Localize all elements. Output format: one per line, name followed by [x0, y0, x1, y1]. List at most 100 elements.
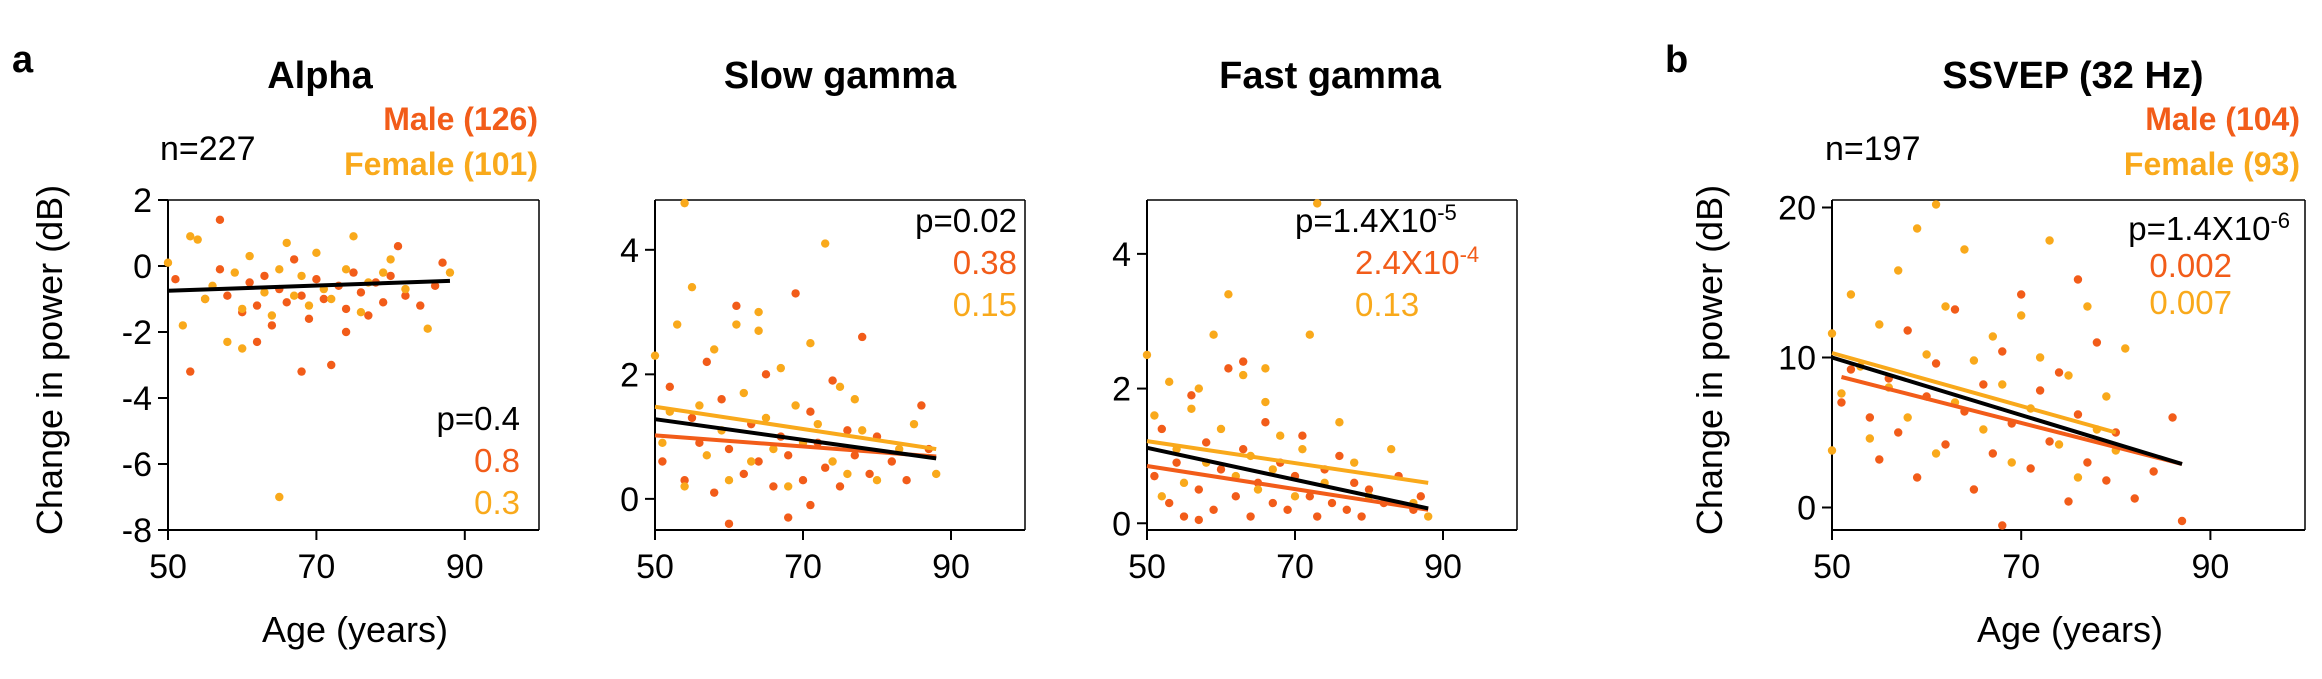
data-point-male: [401, 291, 410, 300]
data-point-female: [445, 268, 455, 277]
data-point-female: [2054, 440, 2064, 449]
data-point-female: [327, 294, 336, 304]
data-point-female: [872, 475, 882, 485]
y-tick-label: 0: [1797, 490, 1816, 528]
data-point-male: [2073, 275, 2083, 284]
data-point-female: [267, 311, 277, 320]
data-point-male: [1216, 465, 1226, 474]
data-point-male: [917, 401, 926, 410]
data-point-female: [850, 395, 859, 404]
x-tick-label: 50: [636, 548, 674, 586]
data-point-male: [1239, 357, 1248, 366]
data-point-male: [2083, 458, 2092, 467]
y-tick-label: 0: [1112, 505, 1131, 543]
data-point-male: [215, 265, 225, 274]
data-point-male: [223, 291, 232, 300]
data-point-male: [260, 271, 269, 281]
data-point-female: [1261, 397, 1270, 407]
data-point-male: [1357, 512, 1366, 521]
data-point-female: [2083, 302, 2092, 311]
legend-female: Female (93): [2124, 146, 2300, 182]
data-point-male: [2073, 410, 2083, 419]
data-point-female: [1875, 320, 1884, 329]
data-point-male: [843, 426, 852, 435]
data-point-female: [909, 419, 919, 429]
sample-size-label: n=197: [1825, 130, 1921, 168]
fit-line-female: [1831, 351, 2117, 435]
x-axis-label: Age (years): [262, 609, 448, 650]
data-point-male: [665, 382, 674, 391]
data-point-male: [1202, 438, 1211, 447]
p-value-female: 0.007: [2149, 284, 2232, 321]
data-point-male: [1342, 505, 1352, 514]
y-tick-label: -2: [122, 314, 152, 352]
data-point-male: [1172, 458, 1181, 467]
data-point-male: [1950, 305, 1960, 314]
data-point-female: [1179, 478, 1189, 488]
data-point-female: [680, 482, 689, 491]
chart-ssvep: SSVEP (32 Hz) 50 70 90 0 10 20 Age (years) Chang…: [1689, 55, 2306, 650]
data-point-male: [1335, 451, 1344, 461]
data-point-female: [1187, 404, 1196, 413]
data-point-male: [1998, 521, 2007, 530]
data-point-male: [430, 281, 440, 290]
data-point-female: [200, 294, 210, 304]
data-point-female: [739, 388, 748, 398]
chart-title: SSVEP (32 Hz): [1942, 55, 2203, 97]
data-point-female: [238, 304, 247, 314]
data-point-male: [761, 370, 771, 379]
data-point-female: [386, 255, 395, 264]
p-value-male: 0.38: [953, 244, 1017, 281]
data-point-female: [732, 320, 741, 329]
data-point-female: [1387, 444, 1396, 454]
data-point-female: [761, 413, 771, 423]
data-point-female: [784, 482, 793, 491]
data-point-male: [798, 475, 808, 485]
data-point-male: [1224, 364, 1233, 373]
data-point-female: [1157, 492, 1167, 501]
data-point-female: [312, 248, 321, 257]
data-point-female: [1998, 380, 2007, 389]
p-value-exponent: -5: [1437, 200, 1457, 225]
data-point-female: [1979, 425, 1988, 434]
y-tick-label: 20: [1778, 190, 1816, 228]
legend-male: Male (104): [2145, 101, 2300, 137]
chart-fast-gamma: Fast gamma 50 70 90 0 2 4 p=1.4X10-52.4X10-4 0.1…: [1112, 55, 1518, 586]
data-point-male: [245, 278, 254, 287]
x-tick-label: 90: [446, 548, 484, 586]
data-point-male: [784, 451, 793, 460]
fit-line-female: [1146, 439, 1429, 485]
data-point-female: [695, 401, 704, 410]
data-point-female: [1865, 434, 1875, 443]
data-point-male: [252, 337, 262, 347]
y-tick-label: 0: [133, 248, 152, 286]
data-point-male: [821, 463, 830, 472]
data-point-female: [193, 235, 202, 244]
data-point-female: [1313, 199, 1322, 208]
data-point-female: [1922, 350, 1931, 359]
data-point-female: [1350, 458, 1359, 467]
x-tick-label: 50: [1128, 548, 1166, 586]
data-point-female: [1216, 424, 1226, 434]
data-point-female: [304, 301, 314, 310]
x-tick-label: 50: [149, 548, 187, 586]
data-point-female: [401, 284, 410, 294]
data-point-female: [1261, 364, 1270, 373]
data-point-female: [1894, 266, 1903, 275]
data-point-female: [1827, 329, 1837, 338]
data-point-female: [724, 475, 734, 485]
data-point-male: [1875, 455, 1884, 464]
data-point-female: [230, 268, 239, 277]
data-point-female: [1298, 444, 1307, 454]
data-point-male: [835, 482, 845, 491]
data-point-female: [1224, 290, 1233, 299]
data-point-male: [828, 376, 837, 385]
p-value-all: p=0.4: [437, 400, 521, 437]
p-value-male: 0.8: [474, 442, 520, 479]
data-point-male: [1364, 485, 1374, 494]
data-point-female: [1912, 224, 1922, 233]
fit-line-female: [654, 404, 937, 452]
p-value-female: 0.3: [474, 484, 520, 521]
x-axis-label: Age (years): [1977, 609, 2163, 650]
data-point-female: [378, 268, 388, 277]
